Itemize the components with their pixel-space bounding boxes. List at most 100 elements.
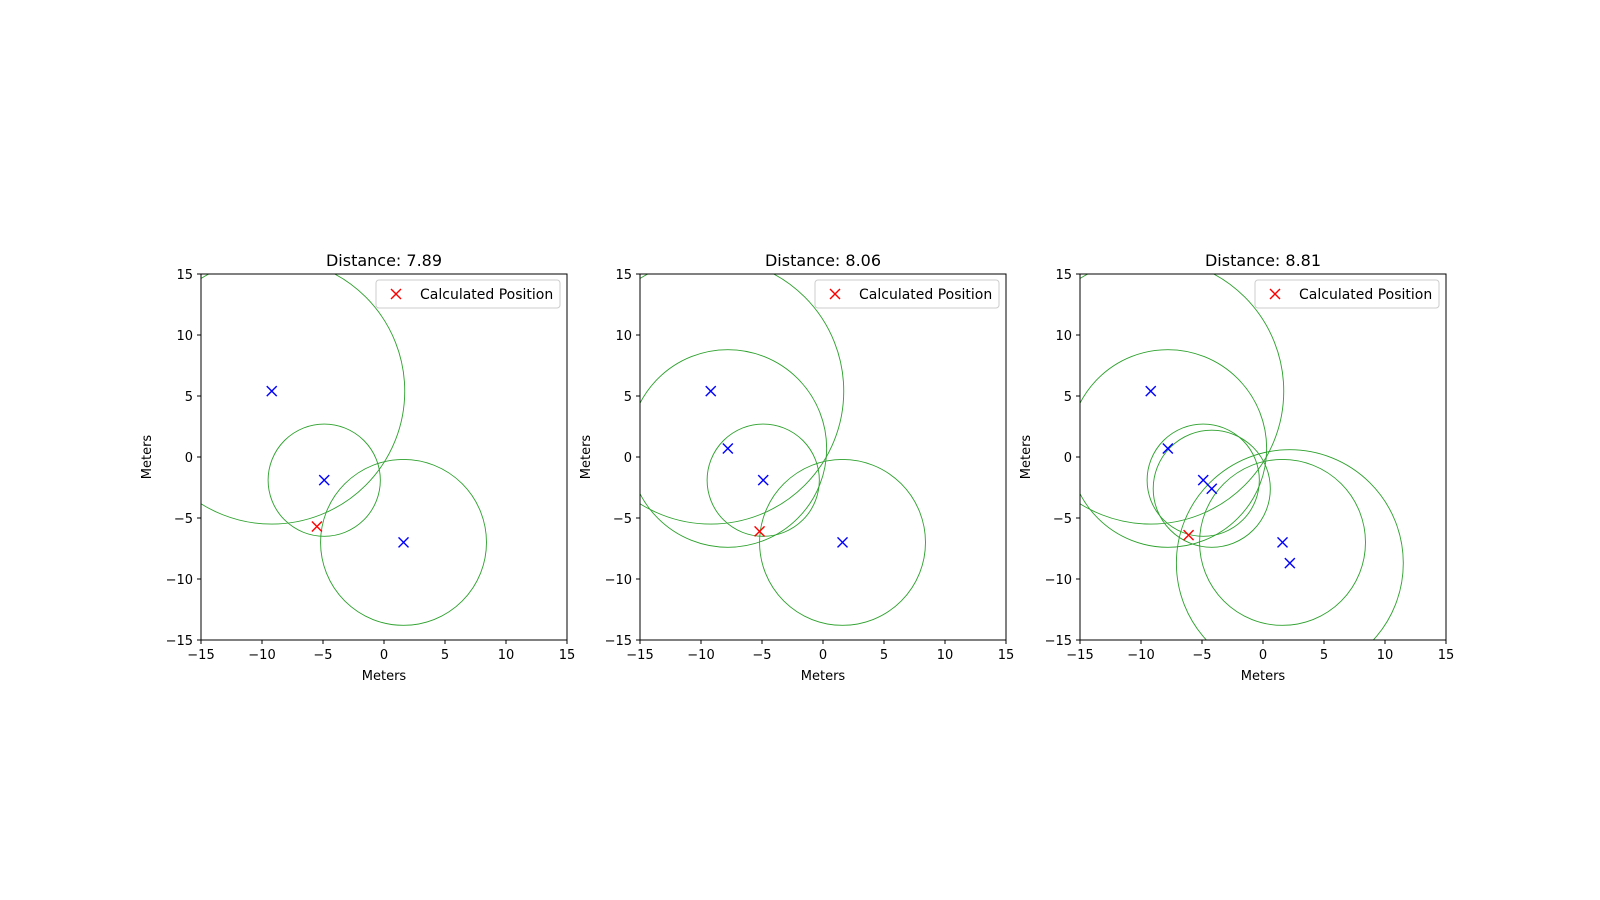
legend-calculated-marker (390, 288, 402, 300)
range-circle-2 (640, 349, 828, 548)
anchor-marker-3 (1197, 474, 1209, 486)
y-axis-label: Meters (579, 435, 594, 480)
x-tick-label: 0 (380, 648, 388, 663)
range-circle-2 (267, 423, 381, 537)
x-axis-label: Meters (1241, 669, 1286, 684)
anchor-marker-1-stroke-b (705, 385, 717, 397)
y-tick-label: 0 (624, 451, 632, 466)
x-tick-label: −5 (1192, 648, 1211, 663)
y-tick-label: −5 (174, 512, 193, 527)
range-circle-5 (1199, 458, 1366, 626)
x-tick-label: 5 (441, 648, 449, 663)
anchor-marker-3 (398, 536, 410, 548)
chart-panel-2: −15 −10 −5 0 5 10 15 −15 −10 −5 0 5 10 15 Meters Meters… (579, 251, 1015, 684)
anchor-marker-1 (266, 385, 278, 397)
anchor-marker-2 (1162, 442, 1174, 454)
x-tick-label: 10 (1377, 648, 1394, 663)
y-tick-label: −5 (613, 512, 632, 527)
calculated-position-marker-stroke-b (311, 521, 323, 533)
y-tick-label: 0 (1064, 451, 1072, 466)
x-tick-label: 15 (559, 648, 576, 663)
legend-box (375, 279, 561, 309)
legend-box (1254, 279, 1440, 309)
legend-label: Calculated Position (420, 287, 553, 303)
range-circle-3 (320, 458, 487, 626)
chart-panel-3: −15 −10 −5 0 5 10 15 −15 −10 −5 0 5 10 15 Meters Meters… (1019, 251, 1455, 684)
plot-content (201, 274, 487, 626)
plot-content (640, 274, 926, 626)
anchor-marker-5-stroke-b (1277, 536, 1289, 548)
y-tick-label: 15 (1055, 268, 1072, 283)
plot-area (201, 274, 567, 640)
range-circle-4 (759, 458, 926, 626)
anchor-marker-4 (837, 536, 849, 548)
x-tick-label: −5 (752, 648, 771, 663)
y-tick-label: 5 (185, 390, 193, 405)
y-tick-label: 5 (1064, 390, 1072, 405)
x-tick-label: 5 (1320, 648, 1328, 663)
anchor-marker-3 (757, 474, 769, 486)
legend-label: Calculated Position (1299, 287, 1432, 303)
chart-title: Distance: 8.81 (1205, 251, 1321, 270)
y-tick-label: −15 (605, 634, 632, 649)
plot-content (1080, 274, 1404, 640)
x-tick-label: −10 (1127, 648, 1154, 663)
calculated-position-marker (311, 521, 323, 533)
x-tick-label: 0 (819, 648, 827, 663)
x-tick-label: 10 (937, 648, 954, 663)
y-tick-label: 10 (176, 329, 193, 344)
x-tick-label: −5 (313, 648, 332, 663)
anchor-marker-3-stroke-b (398, 536, 410, 548)
y-tick-label: 10 (1055, 329, 1072, 344)
anchor-marker-2 (318, 474, 330, 486)
x-tick-label: −15 (626, 648, 653, 663)
x-tick-label: −10 (248, 648, 275, 663)
chart-title: Distance: 8.06 (765, 251, 881, 270)
x-axis-label: Meters (801, 669, 846, 684)
y-tick-label: 15 (176, 268, 193, 283)
plot-area (640, 274, 1006, 640)
legend-calculated-marker-stroke-b (829, 288, 841, 300)
anchor-marker-6 (1284, 557, 1296, 569)
y-tick-label: −15 (166, 634, 193, 649)
range-circle-2 (1080, 349, 1268, 548)
anchor-marker-2 (722, 442, 734, 454)
y-tick-label: 15 (615, 268, 632, 283)
x-tick-label: −15 (187, 648, 214, 663)
chart-title: Distance: 7.89 (326, 251, 442, 270)
calculated-position-marker (1183, 529, 1195, 541)
x-tick-label: 5 (880, 648, 888, 663)
legend-calculated-marker (1269, 288, 1281, 300)
y-tick-label: −15 (1045, 634, 1072, 649)
range-circle-4 (1152, 429, 1271, 548)
y-tick-label: 5 (624, 390, 632, 405)
calculated-position-marker-stroke-b (1183, 529, 1195, 541)
range-circle-3 (1146, 423, 1260, 537)
y-tick-label: −10 (1045, 573, 1072, 588)
y-tick-label: −10 (605, 573, 632, 588)
range-circle-3 (706, 423, 820, 537)
anchor-marker-4 (1206, 483, 1218, 495)
legend-calculated-marker (829, 288, 841, 300)
legend-box (814, 279, 1000, 309)
calculated-position-marker-stroke-b (754, 525, 766, 537)
range-circle-1 (640, 274, 845, 525)
x-tick-label: −15 (1066, 648, 1093, 663)
y-tick-label: 0 (185, 451, 193, 466)
anchor-marker-3-stroke-b (1197, 474, 1209, 486)
anchor-marker-1-stroke-b (1145, 385, 1157, 397)
x-tick-label: 15 (1438, 648, 1455, 663)
y-tick-label: −10 (166, 573, 193, 588)
anchor-marker-2-stroke-b (318, 474, 330, 486)
legend-calculated-marker-stroke-b (390, 288, 402, 300)
anchor-marker-1 (705, 385, 717, 397)
legend-calculated-marker-stroke-b (1269, 288, 1281, 300)
y-tick-label: 10 (615, 329, 632, 344)
legend: Calculated Position (814, 279, 1000, 309)
range-circle-1 (201, 274, 406, 525)
y-axis-label: Meters (1019, 435, 1034, 480)
anchor-marker-6-stroke-b (1284, 557, 1296, 569)
x-tick-label: 15 (998, 648, 1015, 663)
x-tick-label: −10 (687, 648, 714, 663)
